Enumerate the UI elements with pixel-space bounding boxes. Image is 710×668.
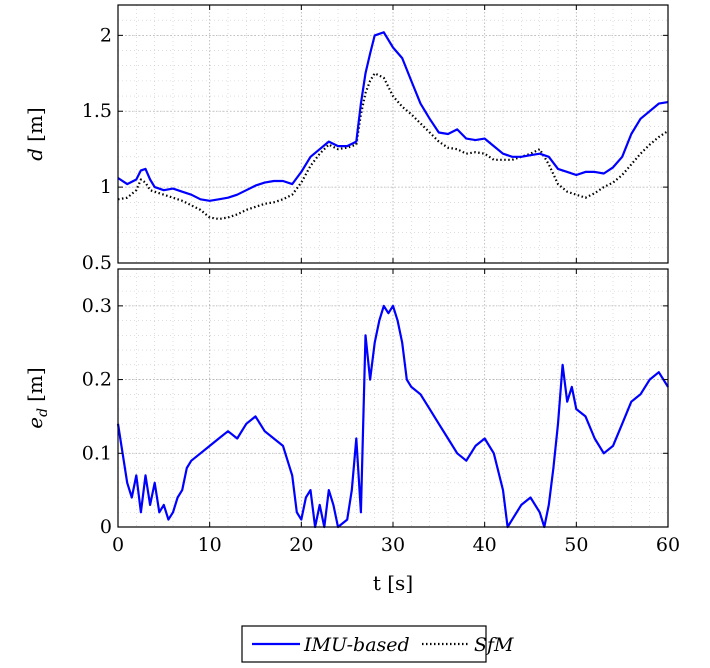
top-plot-y-label: d[m] <box>23 107 47 160</box>
legend-sfm-label: SfM <box>474 634 514 656</box>
bottom-plot-series <box>116 304 669 529</box>
top-plot-y-ticks: 0.5 1 1.5 2 <box>82 5 669 274</box>
x-tick-label: 10 <box>198 534 222 556</box>
x-tick-label: 50 <box>564 534 588 556</box>
x-axis-label: t [s] <box>373 571 413 595</box>
top-plot-grid <box>117 5 669 264</box>
legend: IMU-based SfM <box>241 625 514 663</box>
x-tick-label: 0 <box>112 534 124 556</box>
series-line-imu-based <box>117 31 669 202</box>
bottom-plot-y-ticks: 0 0.1 0.2 0.3 <box>82 269 669 538</box>
y-tick-label: 0 <box>100 516 112 538</box>
top-plot-series <box>117 31 669 221</box>
y-tick-label: 1 <box>100 176 112 198</box>
series-line-imu-based <box>116 304 669 529</box>
y-tick-label: 1.5 <box>82 100 112 122</box>
y-tick-label: 0.2 <box>82 369 112 391</box>
series-line-sfm <box>117 72 669 221</box>
y-tick-label: 2 <box>100 24 112 46</box>
bottom-plot-y-label: ed[m] <box>23 367 51 428</box>
y-tick-label: 0.1 <box>82 442 112 464</box>
x-tick-label: 40 <box>473 534 497 556</box>
legend-imu-label: IMU-based <box>303 634 410 656</box>
x-tick-label: 20 <box>289 534 313 556</box>
x-tick-label: 30 <box>381 534 405 556</box>
bottom-plot-x-ticks: 0 10 20 30 40 50 60 <box>112 534 680 556</box>
y-tick-label: 0.3 <box>82 295 112 317</box>
x-tick-label: 60 <box>656 534 680 556</box>
y-tick-label: 0.5 <box>82 252 112 274</box>
